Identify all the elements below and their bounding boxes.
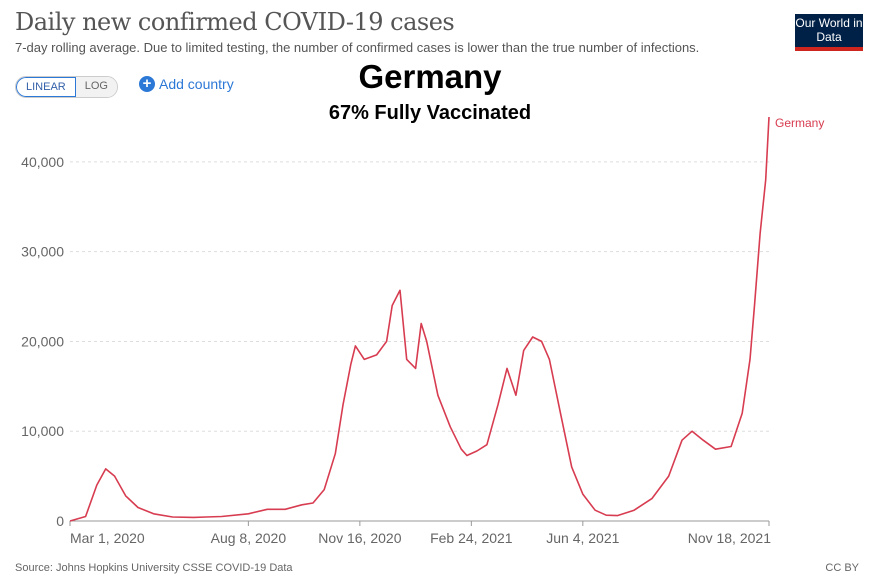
x-tick-label: Nov 16, 2020 — [318, 530, 401, 546]
add-country-button[interactable]: + Add country — [139, 76, 234, 92]
chart-subtitle: 7-day rolling average. Due to limited te… — [15, 40, 700, 55]
x-tick-label: Jun 4, 2021 — [546, 530, 619, 546]
scale-toggle[interactable]: LINEAR LOG — [15, 76, 118, 98]
linear-button[interactable]: LINEAR — [16, 77, 76, 97]
x-tick-label: Aug 8, 2020 — [211, 530, 287, 546]
x-tick-label: Nov 18, 2021 — [688, 530, 771, 546]
y-tick-label: 40,000 — [21, 154, 64, 170]
y-tick-label: 0 — [56, 513, 64, 529]
chart-title: Daily new confirmed COVID-19 cases — [15, 8, 455, 36]
source-note[interactable]: Source: Johns Hopkins University CSSE CO… — [15, 562, 293, 574]
country-overlay: Germany — [358, 58, 502, 95]
log-button[interactable]: LOG — [75, 77, 117, 97]
owid-logo[interactable]: Our World in Data — [795, 14, 863, 51]
add-country-label: Add country — [159, 76, 234, 92]
vaccinated-overlay: 67% Fully Vaccinated — [328, 102, 532, 124]
y-tick-label: 20,000 — [21, 333, 64, 349]
plus-icon: + — [139, 76, 155, 92]
series-line-germany — [69, 116, 770, 522]
y-tick-label: 30,000 — [21, 244, 64, 260]
license[interactable]: CC BY — [825, 562, 859, 574]
y-tick-label: 10,000 — [21, 423, 64, 439]
x-tick-label: Feb 24, 2021 — [430, 530, 513, 546]
x-tick-label: Mar 1, 2020 — [70, 530, 145, 546]
series-label-germany: Germany — [775, 116, 824, 130]
